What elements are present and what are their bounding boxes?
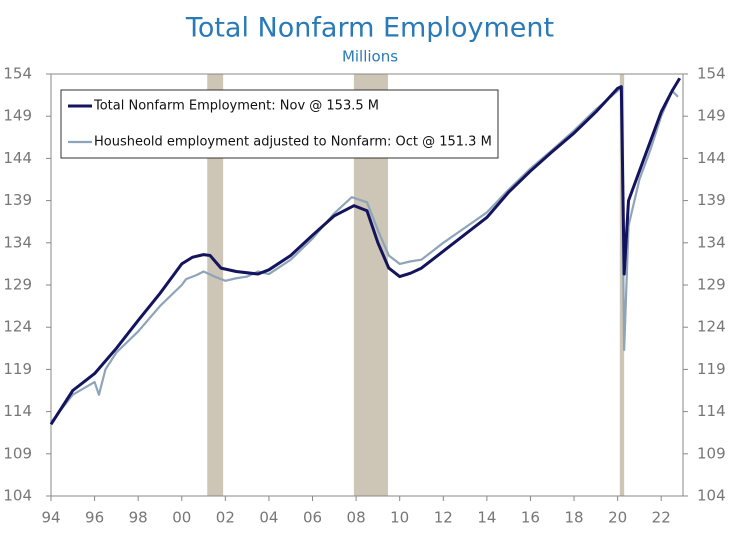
chart-subtitle: Millions bbox=[342, 48, 398, 66]
y2-tick-label: 144 bbox=[697, 149, 726, 167]
x-tick-label: 98 bbox=[129, 509, 148, 527]
y-tick-label: 124 bbox=[3, 318, 32, 336]
y2-tick-label: 114 bbox=[697, 402, 726, 420]
legend-box bbox=[60, 89, 499, 159]
chart-title: Total Nonfarm Employment bbox=[185, 13, 554, 44]
x-tick-label: 94 bbox=[41, 509, 60, 527]
series-line bbox=[49, 77, 682, 426]
y2-tick-label: 139 bbox=[697, 191, 726, 209]
y2-tick-label: 124 bbox=[697, 318, 726, 336]
x-tick-label: 96 bbox=[85, 509, 104, 527]
x-tick-label: 16 bbox=[521, 509, 540, 527]
y-tick-label: 109 bbox=[3, 444, 32, 462]
x-tick-label: 04 bbox=[259, 509, 278, 527]
legend-label: Total Nonfarm Employment: Nov @ 153.5 M bbox=[93, 99, 379, 114]
y2-tick-label: 154 bbox=[697, 65, 726, 83]
x-tick-label: 12 bbox=[434, 509, 453, 527]
y-tick-label: 139 bbox=[3, 191, 32, 209]
y-tick-label: 114 bbox=[3, 402, 32, 420]
y-tick-label: 129 bbox=[3, 276, 32, 294]
x-tick-label: 22 bbox=[652, 509, 671, 527]
y-tick-label: 119 bbox=[3, 360, 32, 378]
x-tick-label: 18 bbox=[564, 509, 583, 527]
recession-band bbox=[619, 74, 625, 496]
y-tick-label: 149 bbox=[3, 107, 32, 125]
y2-tick-label: 119 bbox=[697, 360, 726, 378]
y2-tick-label: 129 bbox=[697, 276, 726, 294]
y2-tick-label: 134 bbox=[697, 233, 726, 251]
y2-tick-label: 104 bbox=[697, 487, 726, 505]
y-tick-label: 144 bbox=[3, 149, 32, 167]
x-tick-label: 00 bbox=[172, 509, 191, 527]
x-tick-label: 14 bbox=[477, 509, 496, 527]
y2-tick-label: 109 bbox=[697, 444, 726, 462]
y2-tick-label: 149 bbox=[697, 107, 726, 125]
x-tick-label: 08 bbox=[347, 509, 366, 527]
y-tick-label: 134 bbox=[3, 233, 32, 251]
x-tick-label: 06 bbox=[303, 509, 322, 527]
x-tick-label: 10 bbox=[390, 509, 409, 527]
legend-label: Housheold employment adjusted to Nonfarm… bbox=[94, 135, 492, 150]
x-tick-label: 20 bbox=[608, 509, 627, 527]
y-tick-label: 104 bbox=[3, 487, 32, 505]
x-tick-label: 02 bbox=[216, 509, 235, 527]
recession-band bbox=[207, 74, 224, 496]
y-tick-label: 154 bbox=[3, 65, 32, 83]
